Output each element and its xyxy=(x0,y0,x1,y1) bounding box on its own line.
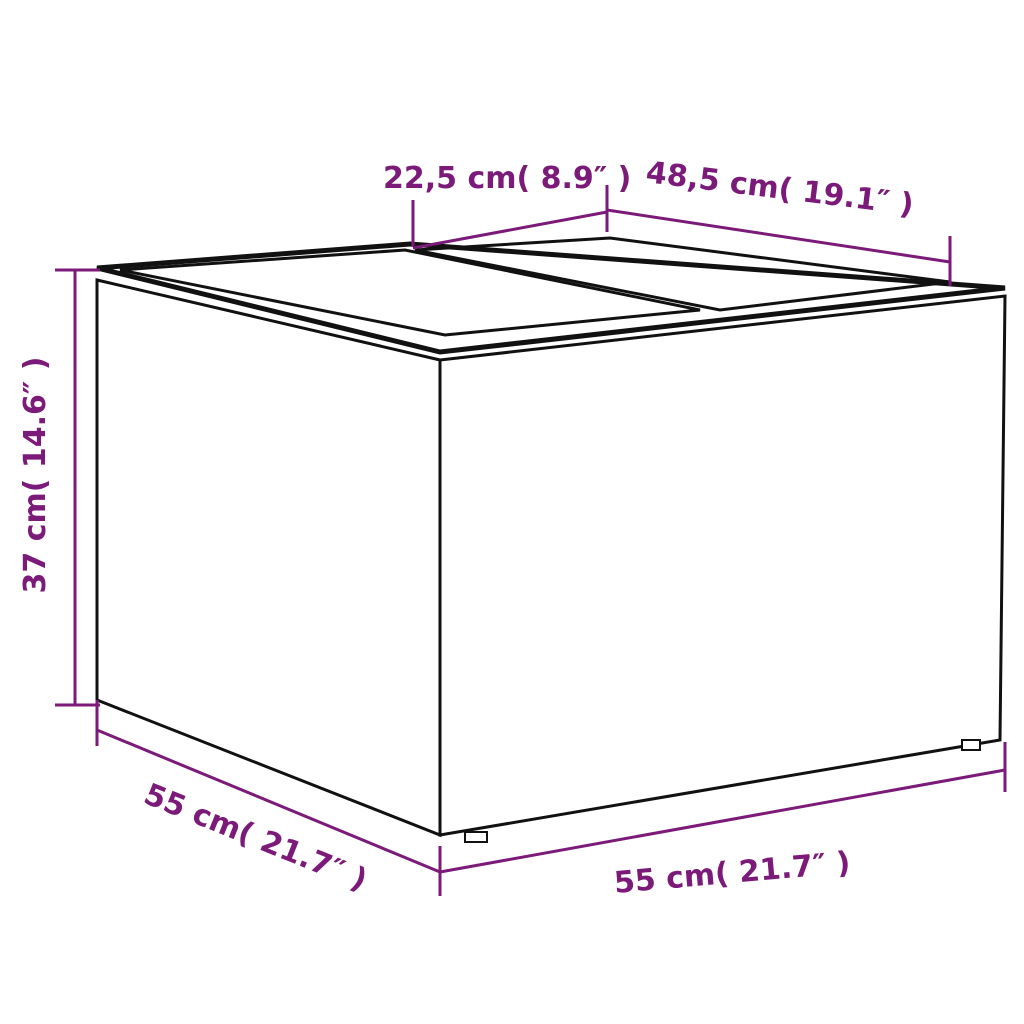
dim-line-top-width xyxy=(411,185,609,250)
dimension-lines xyxy=(55,185,1007,896)
box-foot xyxy=(961,739,981,751)
dim-line-width xyxy=(439,742,1007,874)
box-top-rim xyxy=(96,241,1006,355)
label-width: 55 cm( 21.7″ ) xyxy=(613,845,852,901)
wicker-box-illustration xyxy=(95,236,1007,843)
dim-line-height xyxy=(55,268,100,707)
label-top-width: 22,5 cm( 8.9″ ) xyxy=(383,161,631,196)
dim-line-top-depth xyxy=(606,208,952,286)
lid-left xyxy=(119,248,701,337)
label-height: 37 cm( 14.6″ ) xyxy=(18,357,53,594)
box-foot xyxy=(464,831,488,843)
box-front-face xyxy=(438,294,1007,837)
label-top-depth: 48,5 cm( 19.1″ ) xyxy=(644,155,916,223)
